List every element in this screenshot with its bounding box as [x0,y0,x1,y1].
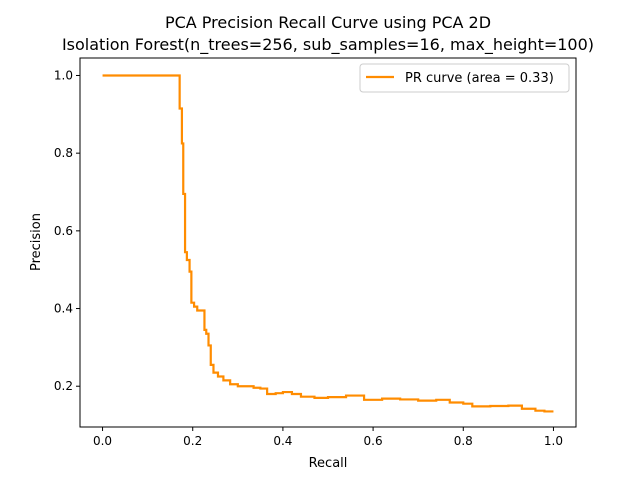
axes-frame [79,57,577,428]
axes-background [80,58,576,427]
legend-box [359,63,570,93]
y-axis-label: Precision [29,213,44,271]
pr-curve-line [102,74,554,413]
x-tick-label: 0.8 [454,434,473,448]
legend-label: PR curve (area = 0.33) [405,71,554,86]
x-axis-label: Recall [309,456,348,471]
x-axis: 0.0 0.2 0.4 0.6 0.8 1.0 [93,427,563,448]
plot-area [79,57,577,428]
series-layer [102,74,554,413]
y-tick-label: 0.2 [54,379,73,393]
x-tick-label: 0.0 [93,434,112,448]
chart-subtitle: Isolation Forest(n_trees=256, sub_sample… [62,35,594,55]
x-tick-label: 0.6 [364,434,383,448]
y-tick-label: 0.8 [54,146,73,160]
y-axis: 0.2 0.4 0.6 0.8 1.0 [54,68,80,393]
legend: PR curve (area = 0.33) [359,63,570,93]
chart-title: PCA Precision Recall Curve using PCA 2D [165,13,491,32]
x-tick-label: 0.4 [273,434,292,448]
x-tick-label: 1.0 [544,434,563,448]
y-tick-label: 0.4 [54,302,73,316]
y-tick-label: 0.6 [54,224,73,238]
y-tick-label: 1.0 [54,68,73,82]
x-tick-label: 0.2 [183,434,202,448]
